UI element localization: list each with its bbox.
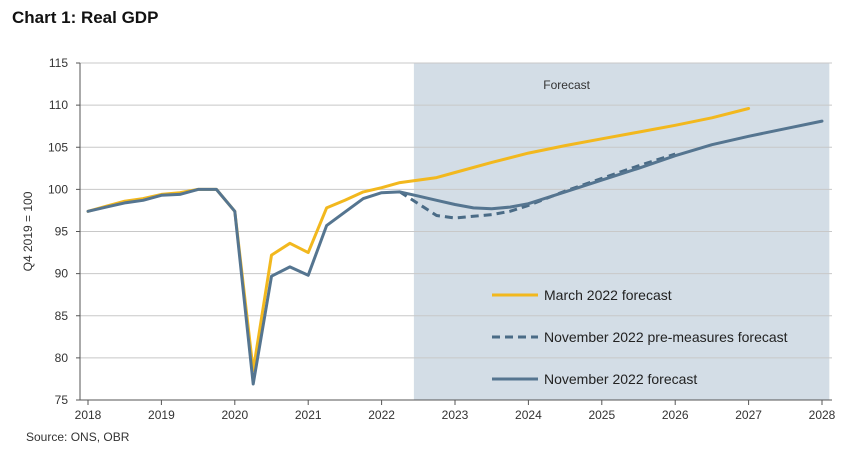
source-note: Source: ONS, OBR: [26, 430, 130, 444]
y-tick-label: 100: [48, 182, 68, 196]
y-tick-label: 115: [49, 56, 68, 70]
x-tick-label: 2023: [442, 408, 469, 422]
legend-label-3: November 2022 forecast: [544, 371, 697, 387]
x-tick-label: 2028: [809, 408, 836, 422]
x-tick-label: 2020: [221, 408, 248, 422]
y-tick-label: 90: [55, 267, 69, 281]
forecast-label: Forecast: [543, 78, 590, 92]
y-tick-label: 75: [55, 393, 69, 407]
x-tick-label: 2026: [662, 408, 689, 422]
y-tick-label: 110: [49, 98, 68, 112]
chart-title: Chart 1: Real GDP: [12, 8, 159, 27]
y-tick-label: 105: [48, 140, 68, 154]
x-tick-label: 2025: [588, 408, 615, 422]
x-tick-label: 2027: [735, 408, 762, 422]
series-line-2: [399, 152, 676, 220]
y-tick-label: 95: [55, 225, 69, 239]
series-line-3: [86, 119, 824, 386]
legend-label-2: November 2022 pre-measures forecast: [544, 329, 788, 345]
y-tick-label: 85: [55, 309, 69, 323]
y-tick-label: 80: [55, 351, 69, 365]
x-tick-label: 2018: [75, 408, 102, 422]
x-tick-label: 2019: [148, 408, 175, 422]
x-tick-label: 2021: [295, 408, 322, 422]
legend-label-1: March 2022 forecast: [544, 287, 672, 303]
y-axis-title: Q4 2019 = 100: [21, 191, 35, 271]
x-tick-label: 2022: [368, 408, 395, 422]
x-tick-label: 2024: [515, 408, 542, 422]
